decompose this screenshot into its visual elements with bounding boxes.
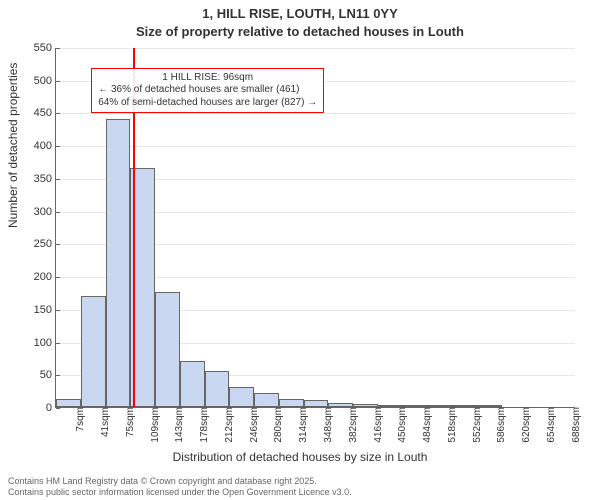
y-tick: 300 [34, 206, 56, 218]
chart-title-line2: Size of property relative to detached ho… [0, 24, 600, 39]
x-tick: 280sqm [270, 407, 284, 443]
y-tick: 450 [34, 107, 56, 119]
plot-area: 0501001502002503003504004505005507sqm41s… [55, 48, 575, 408]
histogram-bar [106, 119, 131, 407]
y-tick: 350 [34, 173, 56, 185]
annotation-larger: 64% of semi-detached houses are larger (… [98, 97, 317, 110]
x-tick: 41sqm [97, 407, 111, 437]
x-tick: 484sqm [419, 407, 433, 443]
y-tick: 500 [34, 75, 56, 87]
credits: Contains HM Land Registry data © Crown c… [8, 476, 352, 498]
x-tick: 348sqm [320, 407, 334, 443]
histogram-bar [205, 371, 230, 407]
histogram-bar [155, 292, 180, 407]
x-tick: 688sqm [568, 407, 582, 443]
y-tick: 250 [34, 238, 56, 250]
x-tick: 178sqm [196, 407, 210, 443]
histogram-bar [180, 361, 205, 407]
x-axis-label: Distribution of detached houses by size … [0, 450, 600, 464]
annotation-title: 1 HILL RISE: 96sqm [98, 72, 317, 85]
histogram-bar [56, 399, 81, 407]
y-tick: 200 [34, 271, 56, 283]
credits-line2: Contains public sector information licen… [8, 487, 352, 498]
x-tick: 552sqm [469, 407, 483, 443]
y-tick: 550 [34, 42, 56, 54]
histogram-bar [279, 399, 304, 407]
chart-title-line1: 1, HILL RISE, LOUTH, LN11 0YY [0, 6, 600, 21]
y-tick: 400 [34, 140, 56, 152]
x-tick: 143sqm [171, 407, 185, 443]
x-tick: 314sqm [295, 407, 309, 443]
x-tick: 75sqm [122, 407, 136, 437]
histogram-bar [254, 393, 279, 407]
chart-container: 1, HILL RISE, LOUTH, LN11 0YY Size of pr… [0, 0, 600, 500]
x-tick: 620sqm [518, 407, 532, 443]
histogram-bar [81, 296, 106, 407]
y-tick: 100 [34, 337, 56, 349]
y-tick: 0 [46, 402, 56, 414]
x-tick: 7sqm [72, 407, 86, 431]
annotation-smaller: ← 36% of detached houses are smaller (46… [98, 84, 317, 97]
x-tick: 109sqm [147, 407, 161, 443]
x-tick: 212sqm [221, 407, 235, 443]
x-tick: 586sqm [493, 407, 507, 443]
x-tick: 654sqm [543, 407, 557, 443]
y-tick: 150 [34, 304, 56, 316]
y-axis-label: Number of detached properties [6, 63, 20, 228]
x-tick: 382sqm [345, 407, 359, 443]
x-tick: 246sqm [246, 407, 260, 443]
x-tick: 518sqm [444, 407, 458, 443]
credits-line1: Contains HM Land Registry data © Crown c… [8, 476, 352, 487]
y-tick: 50 [40, 369, 56, 381]
x-tick: 450sqm [394, 407, 408, 443]
annotation-box: 1 HILL RISE: 96sqm← 36% of detached hous… [91, 68, 324, 114]
histogram-bar [229, 387, 254, 407]
x-tick: 416sqm [370, 407, 384, 443]
